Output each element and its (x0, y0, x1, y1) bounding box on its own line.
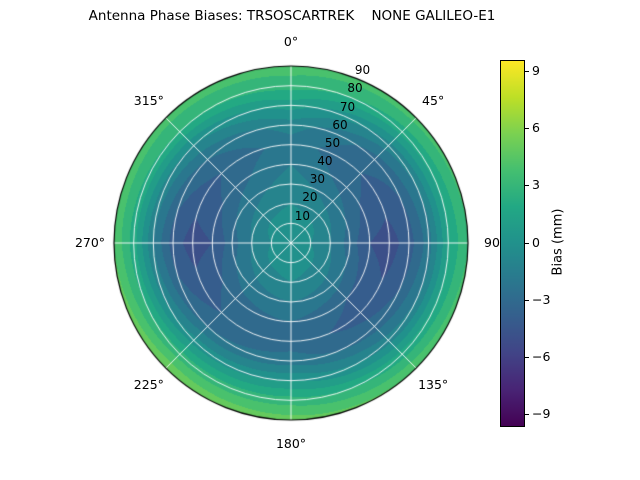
angular-tick-label: 90 (484, 234, 500, 250)
colorbar-axis-label: Bias (mm) (550, 208, 566, 276)
colorbar-tick-mark (525, 242, 529, 244)
colorbar-tick-label: −3 (532, 291, 551, 307)
colorbar-tick-label: 9 (532, 63, 540, 79)
colorbar-tick-label: 6 (532, 120, 540, 136)
colorbar-tick-mark (525, 413, 529, 415)
angular-tick-label: 225° (133, 376, 164, 392)
angular-tick-label: 180° (275, 435, 307, 451)
colorbar-tick-mark (525, 71, 529, 73)
colorbar-tick-mark (525, 128, 529, 130)
colorbar-tick-label: 3 (532, 177, 540, 193)
radial-tick-label: 50 (324, 135, 341, 150)
radial-tick-label: 70 (339, 99, 356, 114)
radial-tick-label: 20 (302, 190, 318, 205)
radial-tick-label: 10 (294, 208, 310, 223)
colorbar-tick-label: 0 (532, 234, 540, 250)
angular-tick-label: 135° (418, 376, 449, 392)
radial-tick-label: 40 (317, 154, 333, 169)
colorbar-tick-mark (525, 299, 529, 301)
angular-tick-label: 270° (74, 234, 106, 250)
colorbar (500, 60, 525, 427)
radial-tick-label: 30 (309, 172, 326, 187)
radial-tick-label: 90 (354, 63, 371, 78)
angular-tick-label: 0° (283, 33, 299, 49)
angular-tick-label: 45° (422, 92, 445, 108)
colorbar-tick-mark (525, 356, 529, 358)
radial-tick-label: 80 (347, 81, 363, 96)
radial-tick-label: 60 (332, 117, 348, 132)
colorbar-tick-label: −6 (532, 348, 551, 364)
colorbar-tick-label: −9 (532, 405, 551, 421)
angular-tick-label: 315° (133, 92, 164, 108)
colorbar-tick-mark (525, 185, 529, 187)
